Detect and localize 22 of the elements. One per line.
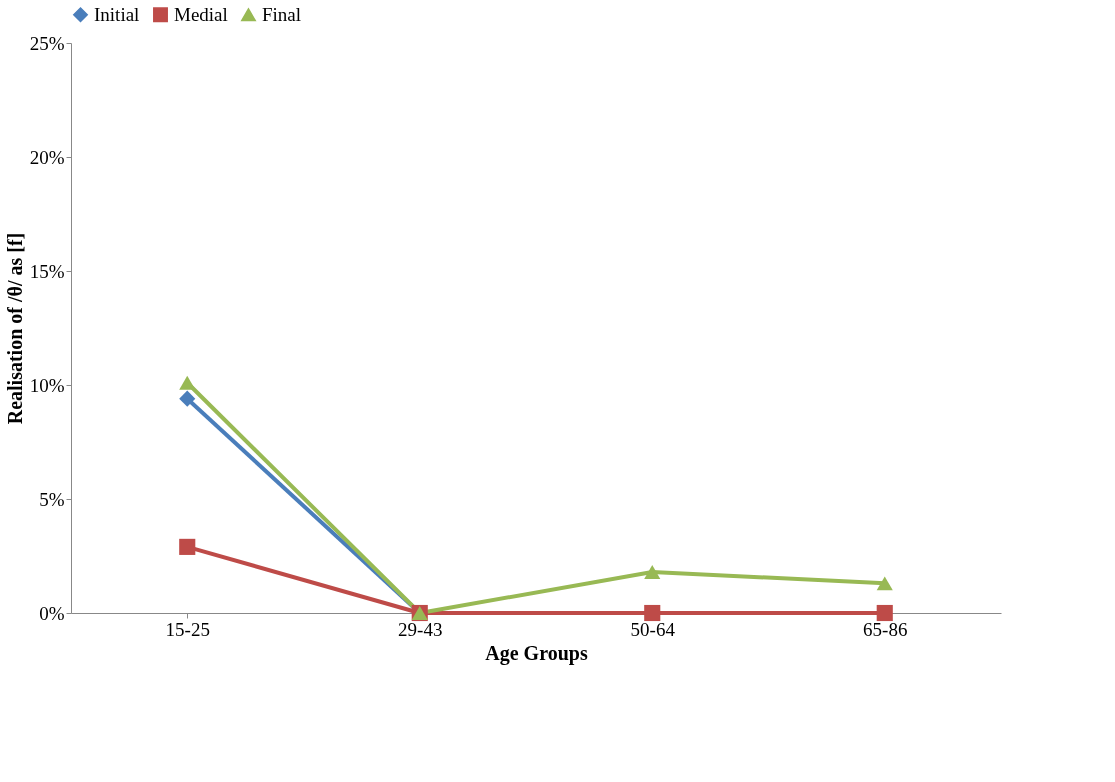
point xyxy=(876,576,893,591)
y-tick-label: 0% xyxy=(39,602,65,624)
point xyxy=(876,604,893,622)
x-tick-label: 65-86 xyxy=(863,618,908,640)
legend-label: Initial xyxy=(94,3,140,25)
x-tick-label: 50-64 xyxy=(630,618,676,640)
y-tick-label: 10% xyxy=(29,374,65,396)
point xyxy=(179,538,196,555)
y-tick-label: 5% xyxy=(39,488,65,510)
point xyxy=(644,604,661,622)
x-tick-label: 15-25 xyxy=(165,618,210,640)
y-tick-label: 15% xyxy=(29,260,65,282)
point xyxy=(179,375,196,390)
legend-label: Final xyxy=(262,3,302,25)
y-tick-label: 25% xyxy=(29,32,65,54)
point xyxy=(179,390,196,407)
legend-label: Medial xyxy=(174,3,228,25)
point xyxy=(644,564,661,579)
x-tick-label: 29-43 xyxy=(398,618,443,640)
x-axis-title: Age Groups xyxy=(485,641,588,665)
y-axis-title: Realisation of /θ/ as [f] xyxy=(3,232,26,425)
y-tick-label: 20% xyxy=(29,146,65,168)
